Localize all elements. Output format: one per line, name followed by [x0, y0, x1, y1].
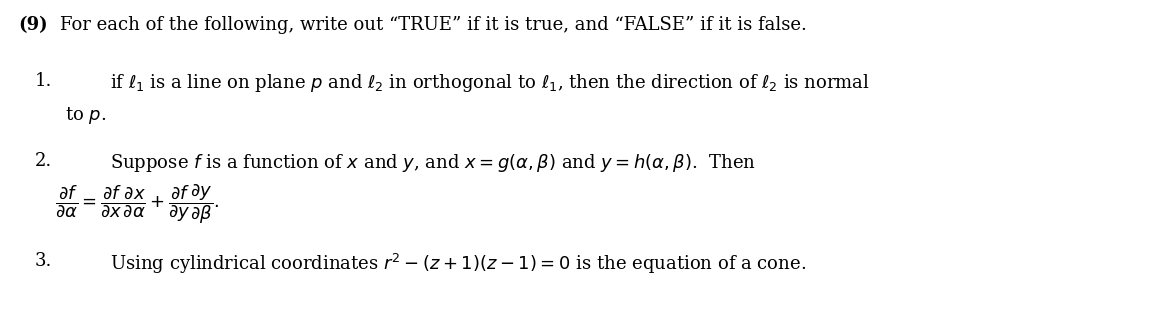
Text: if $\ell_1$ is a line on plane $p$ and $\ell_2$ in orthogonal to $\ell_1$, then : if $\ell_1$ is a line on plane $p$ and $… [110, 72, 870, 94]
Text: (9): (9) [18, 16, 48, 34]
Text: Using cylindrical coordinates $r^2 - (z+1)(z-1) = 0$ is the equation of a cone.: Using cylindrical coordinates $r^2 - (z+… [110, 252, 806, 276]
Text: For each of the following, write out “TRUE” if it is true, and “FALSE” if it is : For each of the following, write out “TR… [60, 16, 807, 34]
Text: 1.: 1. [35, 72, 53, 90]
Text: Suppose $f$ is a function of $x$ and $y$, and $x = g(\alpha, \beta)$ and $y = h(: Suppose $f$ is a function of $x$ and $y$… [110, 152, 756, 174]
Text: 2.: 2. [35, 152, 52, 170]
Text: $\dfrac{\partial f}{\partial \alpha} = \dfrac{\partial f}{\partial x}\dfrac{\par: $\dfrac{\partial f}{\partial \alpha} = \… [55, 182, 220, 226]
Text: to $p$.: to $p$. [65, 105, 107, 126]
Text: 3.: 3. [35, 252, 53, 270]
